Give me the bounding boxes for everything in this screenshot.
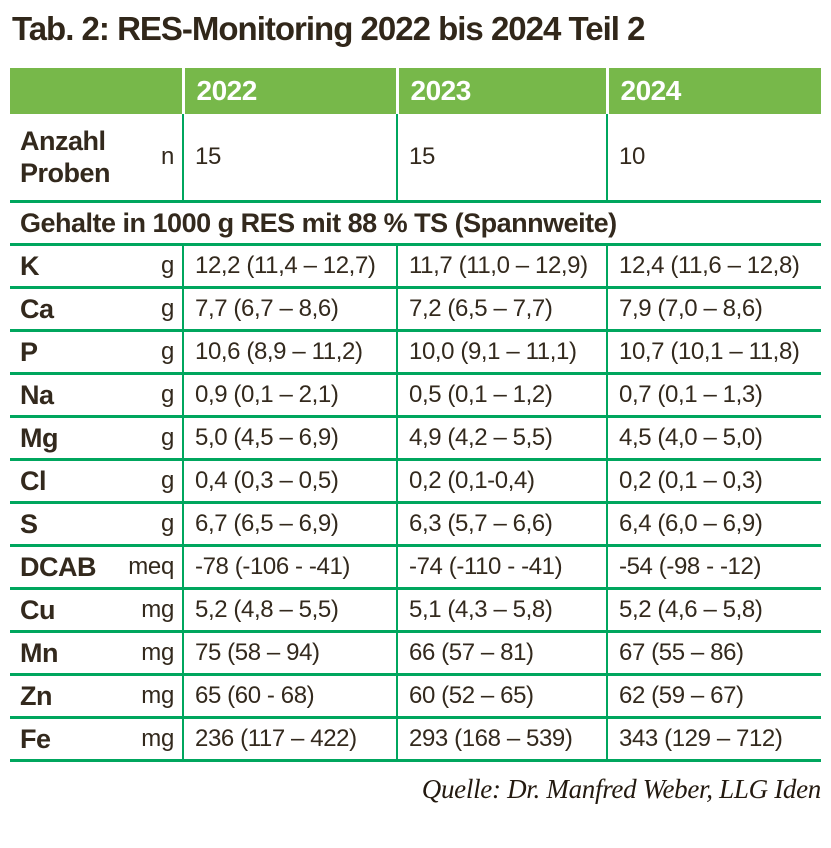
row-label: Cl (20, 466, 47, 497)
cell-2023: 6,3 (5,7 – 6,6) (396, 502, 607, 546)
table-row-cl: Cl g 0,4 (0,3 – 0,5) 0,2 (0,1-0,4) 0,2 (… (10, 459, 821, 503)
header-year-2024: 2024 (605, 67, 821, 114)
cell-2023: 15 (396, 113, 607, 202)
row-label: DCAB (20, 552, 97, 583)
cell-2023: 5,1 (4,3 – 5,8) (396, 588, 607, 632)
row-label: Anzahl Proben (20, 125, 111, 189)
source-credit: Quelle: Dr. Manfred Weber, LLG Iden (421, 774, 822, 805)
table-row-mg: Mg g 5,0 (4,5 – 6,9) 4,9 (4,2 – 5,5) 4,5… (10, 416, 821, 460)
cell-2023: 4,9 (4,2 – 5,5) (396, 416, 607, 460)
cell-2022: 7,7 (6,7 – 8,6) (182, 287, 397, 331)
cell-2022: 65 (60 - 68) (182, 674, 397, 718)
table-row-p: P g 10,6 (8,9 – 11,2) 10,0 (9,1 – 11,1) … (10, 330, 821, 374)
res-monitoring-table: 2022 2023 2024 Anzahl Proben n 15 15 10 … (10, 67, 821, 763)
cell-2024: 6,4 (6,0 – 6,9) (606, 502, 821, 546)
cell-2023: 0,5 (0,1 – 1,2) (396, 373, 607, 417)
row-label: Ca (20, 294, 54, 325)
cell-2024: 10,7 (10,1 – 11,8) (606, 330, 821, 374)
table-row-fe: Fe mg 236 (117 – 422) 293 (168 – 539) 34… (10, 717, 821, 761)
cell-2022: 5,2 (4,8 – 5,5) (182, 588, 397, 632)
row-label: P (20, 337, 38, 368)
row-unit: g (160, 381, 174, 409)
table-title: Tab. 2: RES-Monitoring 2022 bis 2024 Tei… (12, 10, 645, 47)
table-row-ca: Ca g 7,7 (6,7 – 8,6) 7,2 (6,5 – 7,7) 7,9… (10, 287, 821, 331)
cell-2024: -54 (-98 - -12) (606, 545, 821, 589)
cell-2022: 0,9 (0,1 – 2,1) (182, 373, 397, 417)
cell-2024: 67 (55 – 86) (606, 631, 821, 675)
section-header-row: Gehalte in 1000 g RES mit 88 % TS (Spann… (10, 202, 821, 245)
cell-2024: 62 (59 – 67) (606, 674, 821, 718)
table-row-na: Na g 0,9 (0,1 – 2,1) 0,5 (0,1 – 1,2) 0,7… (10, 373, 821, 417)
cell-2022: 75 (58 – 94) (182, 631, 397, 675)
cell-2022: 10,6 (8,9 – 11,2) (182, 330, 397, 374)
row-unit: mg (141, 639, 174, 667)
row-label: Na (20, 380, 54, 411)
row-label: K (20, 251, 40, 282)
cell-2022: 5,0 (4,5 – 6,9) (182, 416, 397, 460)
cell-2023: 11,7 (11,0 – 12,9) (396, 244, 607, 288)
cell-2023: 0,2 (0,1-0,4) (396, 459, 607, 503)
row-unit: meq (128, 553, 174, 581)
row-unit: n (160, 143, 174, 171)
cell-2022: 12,2 (11,4 – 12,7) (182, 244, 397, 288)
row-unit: g (160, 424, 174, 452)
cell-2023: 293 (168 – 539) (396, 717, 607, 761)
row-unit: g (160, 467, 174, 495)
row-unit: g (160, 295, 174, 323)
cell-2024: 0,7 (0,1 – 1,3) (606, 373, 821, 417)
cell-2024: 4,5 (4,0 – 5,0) (606, 416, 821, 460)
year-header-row: 2022 2023 2024 (10, 67, 821, 114)
row-unit: g (160, 338, 174, 366)
table-row-zn: Zn mg 65 (60 - 68) 60 (52 – 65) 62 (59 –… (10, 674, 821, 718)
row-label: Mn (20, 638, 58, 669)
cell-2022: -78 (-106 - -41) (182, 545, 397, 589)
row-unit: mg (141, 682, 174, 710)
cell-2023: -74 (-110 - -41) (396, 545, 607, 589)
row-unit: g (160, 510, 174, 538)
cell-2022: 236 (117 – 422) (182, 717, 397, 761)
row-label: Zn (20, 681, 53, 712)
row-label: Mg (20, 423, 58, 454)
cell-2023: 7,2 (6,5 – 7,7) (396, 287, 607, 331)
cell-2022: 15 (182, 113, 397, 202)
row-label: Fe (20, 724, 51, 755)
cell-2024: 10 (606, 113, 821, 202)
table-row-cu: Cu mg 5,2 (4,8 – 5,5) 5,1 (4,3 – 5,8) 5,… (10, 588, 821, 632)
table-row-s: S g 6,7 (6,5 – 6,9) 6,3 (5,7 – 6,6) 6,4 … (10, 502, 821, 546)
cell-2023: 10,0 (9,1 – 11,1) (396, 330, 607, 374)
cell-2024: 0,2 (0,1 – 0,3) (606, 459, 821, 503)
cell-2024: 5,2 (4,6 – 5,8) (606, 588, 821, 632)
table-row-mn: Mn mg 75 (58 – 94) 66 (57 – 81) 67 (55 –… (10, 631, 821, 675)
cell-2023: 66 (57 – 81) (396, 631, 607, 675)
cell-2022: 6,7 (6,5 – 6,9) (182, 502, 397, 546)
cell-2022: 0,4 (0,3 – 0,5) (182, 459, 397, 503)
row-label: S (20, 509, 38, 540)
row-label: Cu (20, 595, 56, 626)
cell-2024: 12,4 (11,6 – 12,8) (606, 244, 821, 288)
cell-2023: 60 (52 – 65) (396, 674, 607, 718)
row-unit: mg (141, 596, 174, 624)
table-row-dcab: DCAB meq -78 (-106 - -41) -74 (-110 - -4… (10, 545, 821, 589)
header-year-2022: 2022 (181, 67, 397, 114)
anzahl-proben-row: Anzahl Proben n 15 15 10 (10, 113, 821, 202)
row-unit: g (160, 252, 174, 280)
section-header-label: Gehalte in 1000 g RES mit 88 % TS (Spann… (20, 207, 617, 238)
header-empty-cell (10, 67, 183, 114)
row-unit: mg (141, 725, 174, 753)
header-year-2023: 2023 (395, 67, 607, 114)
cell-2024: 343 (129 – 712) (606, 717, 821, 761)
cell-2024: 7,9 (7,0 – 8,6) (606, 287, 821, 331)
table-row-k: K g 12,2 (11,4 – 12,7) 11,7 (11,0 – 12,9… (10, 244, 821, 288)
